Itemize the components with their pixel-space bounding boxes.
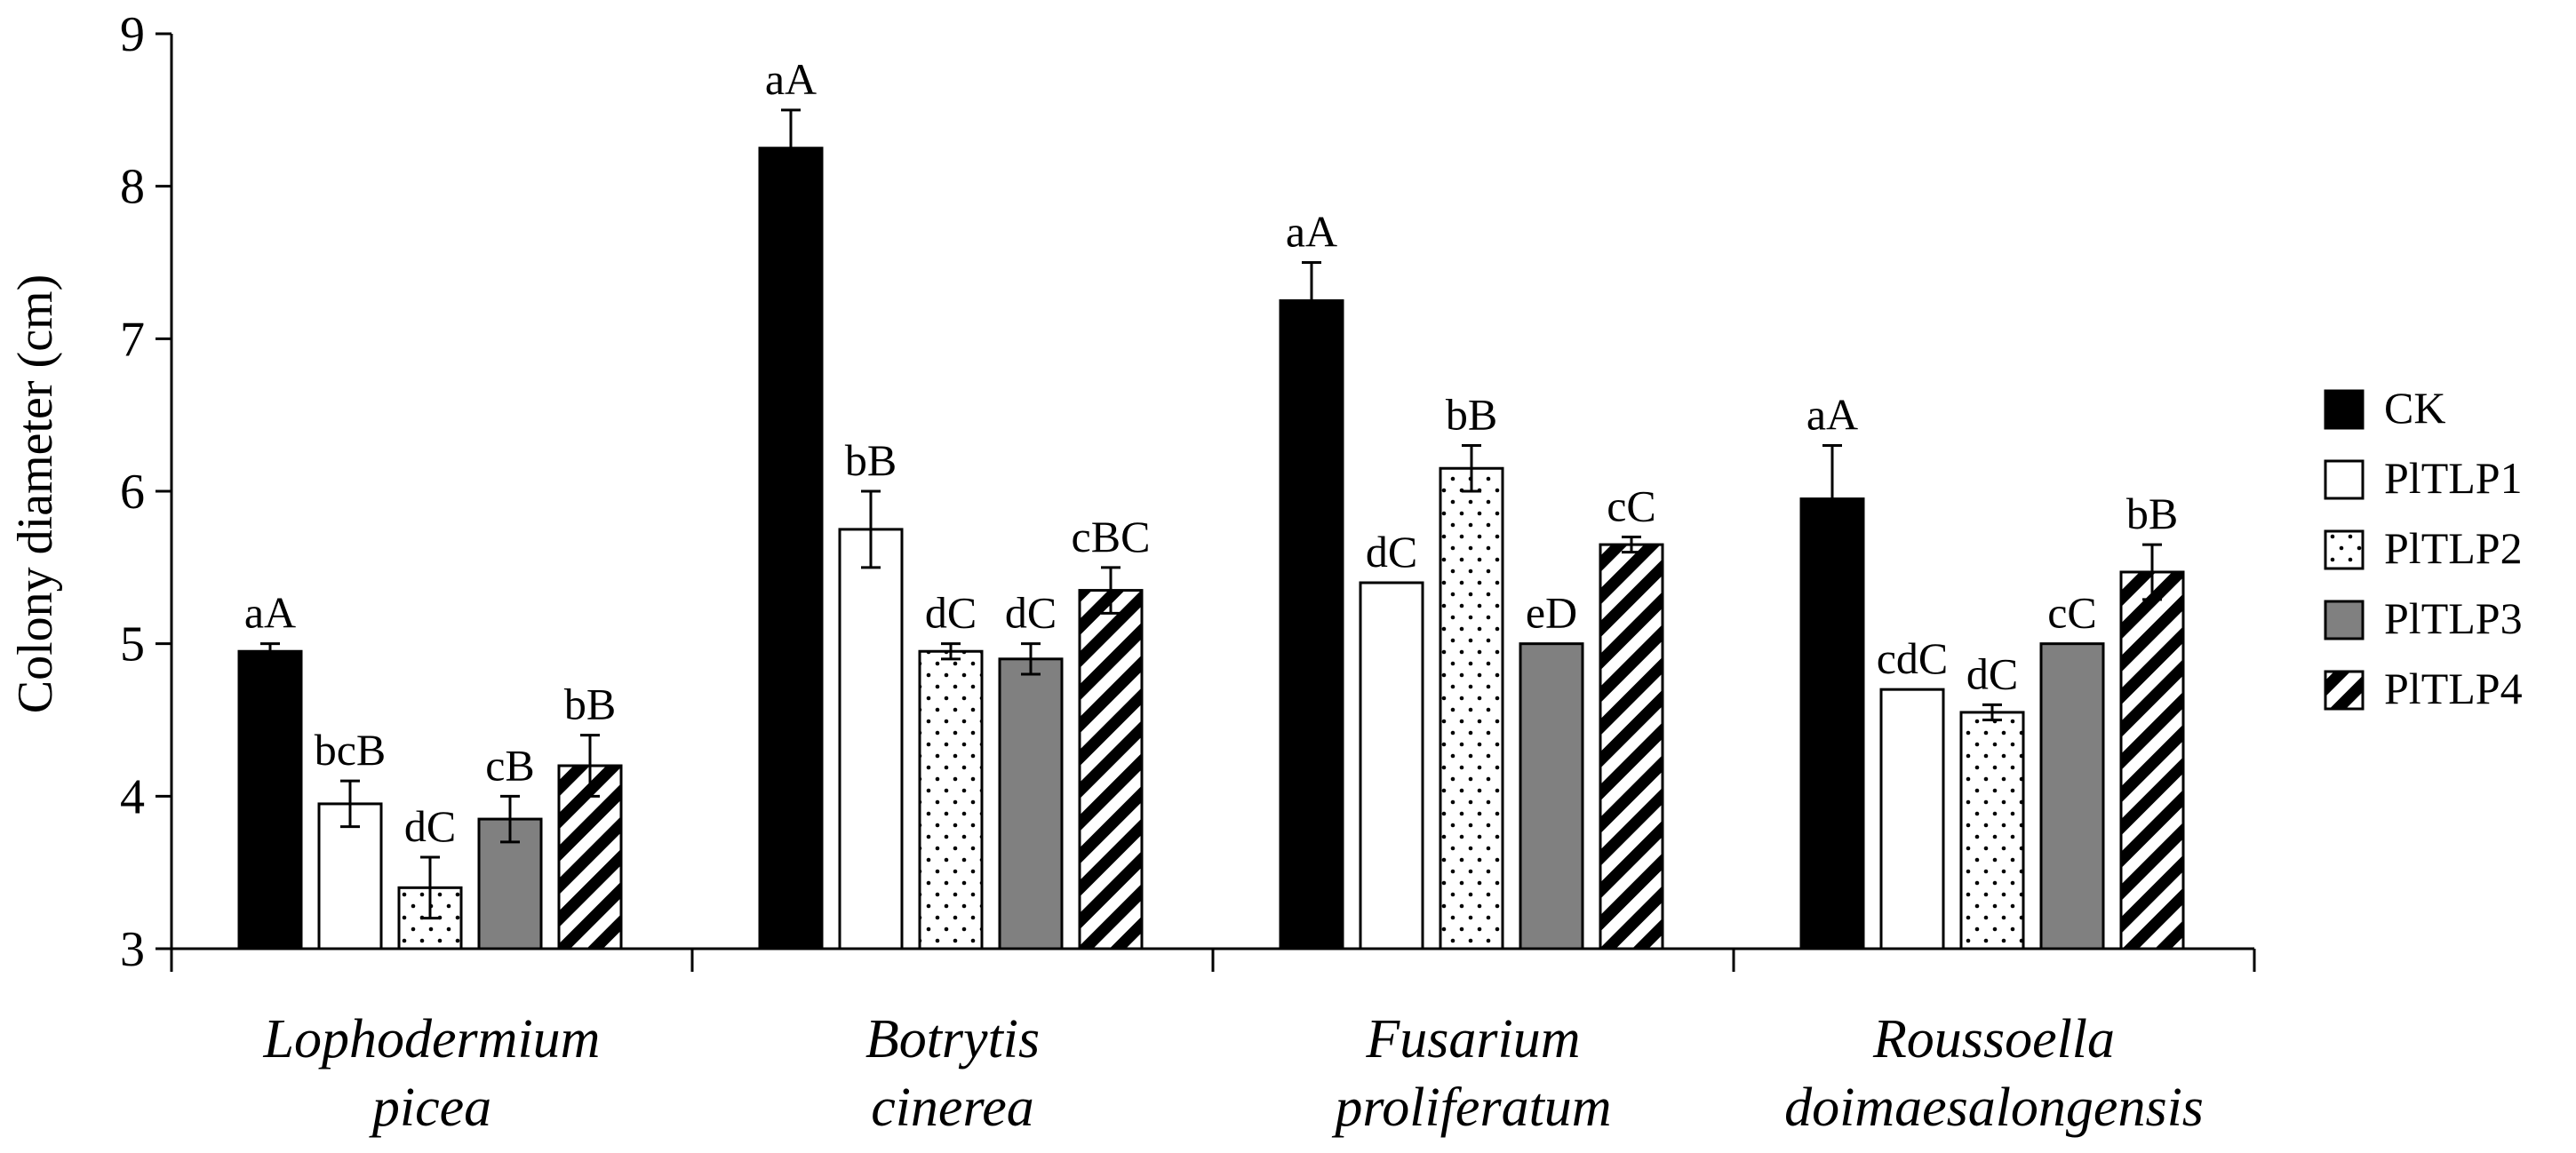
significance-label: eD bbox=[1526, 588, 1577, 638]
bar-pltlp4 bbox=[2119, 570, 2185, 950]
significance-label: dC bbox=[1005, 588, 1057, 638]
y-tick-label: 9 bbox=[120, 7, 145, 62]
significance-label: aA bbox=[1286, 207, 1337, 257]
bar-pltlp1 bbox=[838, 528, 904, 950]
significance-label: aA bbox=[244, 588, 296, 638]
significance-label: bB bbox=[1446, 390, 1497, 440]
bar-pltlp1 bbox=[1359, 581, 1424, 950]
x-category-label: Roussoella bbox=[1872, 1009, 2115, 1070]
significance-label: aA bbox=[1806, 390, 1858, 440]
significance-label: bcB bbox=[315, 725, 387, 775]
y-tick-label: 7 bbox=[120, 312, 145, 367]
bar-pltlp4 bbox=[1599, 543, 1664, 950]
x-category-label: picea bbox=[369, 1077, 491, 1138]
y-tick-label: 4 bbox=[120, 769, 145, 824]
bar-pltlp2 bbox=[1439, 466, 1504, 950]
bar-pltlp2 bbox=[1959, 711, 2025, 950]
x-category-label: Fusarium bbox=[1365, 1009, 1580, 1070]
y-tick-label: 5 bbox=[120, 617, 145, 672]
legend-swatch-pltlp2 bbox=[2324, 529, 2365, 570]
bar-ck bbox=[758, 147, 824, 950]
bar-pltlp3 bbox=[1519, 642, 1584, 950]
significance-label: dC bbox=[1966, 648, 2018, 698]
x-category-label: proliferatum bbox=[1331, 1077, 1611, 1138]
y-tick-label: 6 bbox=[120, 465, 145, 520]
legend-label: PlTLP2 bbox=[2384, 523, 2523, 573]
significance-label: cC bbox=[2047, 588, 2097, 638]
significance-label: cdC bbox=[1877, 633, 1949, 683]
bar-pltlp3 bbox=[998, 657, 1064, 950]
legend: CK PlTLP1 PlTLP2 PlTLP3 PlTLP4 bbox=[2324, 383, 2523, 713]
x-category-label: Botrytis bbox=[865, 1009, 1040, 1070]
bar-ck bbox=[237, 649, 303, 950]
significance-label: dC bbox=[925, 588, 977, 638]
bar-pltlp4 bbox=[1078, 589, 1144, 950]
legend-label: PlTLP1 bbox=[2384, 453, 2523, 503]
x-category-label: doimaesalongensis bbox=[1784, 1077, 2204, 1138]
y-axis-title: Colony diameter (cm) bbox=[8, 274, 63, 714]
y-tick-label: 8 bbox=[120, 160, 145, 215]
legend-swatch-ck bbox=[2324, 389, 2365, 430]
significance-label: cBC bbox=[1072, 512, 1151, 561]
x-category-label: cinerea bbox=[871, 1077, 1034, 1138]
bar-pltlp2 bbox=[918, 649, 984, 950]
significance-label: dC bbox=[1366, 527, 1417, 576]
significance-label: bB bbox=[2126, 489, 2178, 538]
bar-ck bbox=[1799, 497, 1865, 950]
legend-swatch-pltlp3 bbox=[2324, 600, 2365, 640]
significance-label: dC bbox=[404, 801, 456, 851]
legend-swatch-pltlp4 bbox=[2324, 670, 2365, 711]
bar-pltlp1 bbox=[1879, 688, 1945, 950]
legend-label: CK bbox=[2384, 383, 2445, 433]
significance-label: cB bbox=[485, 740, 535, 790]
x-category-label: Lophodermium bbox=[263, 1009, 601, 1070]
significance-label: cC bbox=[1607, 481, 1656, 531]
bar-ck bbox=[1279, 298, 1344, 950]
y-tick-label: 3 bbox=[120, 922, 145, 977]
significance-label: aA bbox=[765, 54, 817, 104]
legend-swatch-pltlp1 bbox=[2324, 459, 2365, 500]
axes: 3 4 5 6 7 8 9 Lophodermium picea Botrytis cinerea F… bbox=[120, 7, 2256, 1138]
legend-label: PlTLP3 bbox=[2384, 593, 2523, 643]
bars: aA aA aA aA bcB bB dC cdC dC dC bB dC cB dC eD cC bB cBC c… bbox=[237, 54, 2185, 950]
significance-label: bB bbox=[845, 435, 897, 485]
legend-label: PlTLP4 bbox=[2384, 664, 2523, 713]
significance-label: bB bbox=[564, 680, 616, 729]
bar-pltlp3 bbox=[2039, 642, 2105, 950]
